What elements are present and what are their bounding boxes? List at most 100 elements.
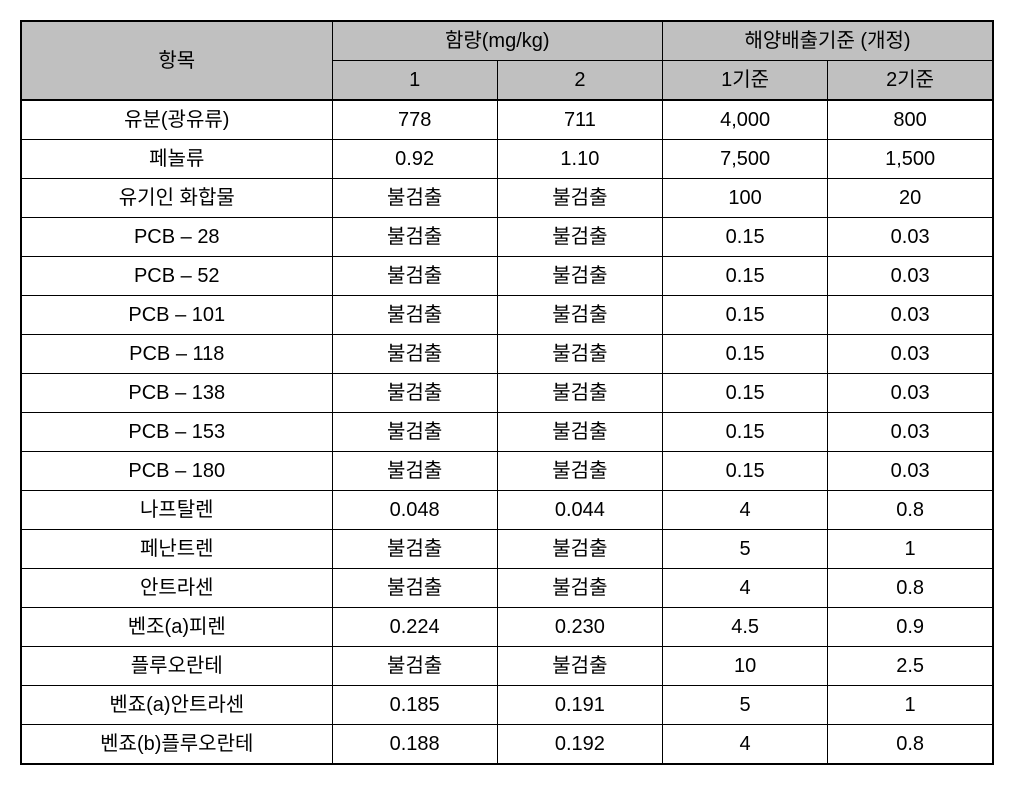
cell-standard-1: 100 <box>663 179 828 218</box>
header-item: 항목 <box>21 21 332 100</box>
table-row: 페놀류0.921.107,5001,500 <box>21 140 993 179</box>
cell-item: PCB – 180 <box>21 452 332 491</box>
cell-standard-2: 0.03 <box>828 335 993 374</box>
cell-item: 안트라센 <box>21 569 332 608</box>
table-row: 나프탈렌0.0480.04440.8 <box>21 491 993 530</box>
table-row: PCB – 118불검출불검출0.150.03 <box>21 335 993 374</box>
cell-standard-2: 0.03 <box>828 257 993 296</box>
table-header: 항목 함량(mg/kg) 해양배출기준 (개정) 1 2 1기준 2기준 <box>21 21 993 100</box>
cell-value-1: 0.92 <box>332 140 497 179</box>
cell-value-1: 불검출 <box>332 335 497 374</box>
cell-value-2: 불검출 <box>497 452 662 491</box>
cell-item: PCB – 153 <box>21 413 332 452</box>
table-row: 벤죠(b)플루오란테0.1880.19240.8 <box>21 725 993 765</box>
header-standard: 해양배출기준 (개정) <box>663 21 994 61</box>
data-table-container: 항목 함량(mg/kg) 해양배출기준 (개정) 1 2 1기준 2기준 유분(… <box>20 20 994 765</box>
table-row: 벤조(a)피렌0.2240.2304.50.9 <box>21 608 993 647</box>
cell-standard-1: 4,000 <box>663 100 828 140</box>
cell-value-1: 불검출 <box>332 257 497 296</box>
cell-standard-2: 0.8 <box>828 725 993 765</box>
cell-standard-1: 4 <box>663 491 828 530</box>
table-row: PCB – 180불검출불검출0.150.03 <box>21 452 993 491</box>
cell-item: 벤조(a)피렌 <box>21 608 332 647</box>
table-row: 안트라센불검출불검출40.8 <box>21 569 993 608</box>
cell-value-1: 불검출 <box>332 296 497 335</box>
table-row: PCB – 101불검출불검출0.150.03 <box>21 296 993 335</box>
table-row: 벤죠(a)안트라센0.1850.19151 <box>21 686 993 725</box>
cell-standard-1: 0.15 <box>663 374 828 413</box>
cell-standard-2: 0.8 <box>828 569 993 608</box>
cell-value-1: 778 <box>332 100 497 140</box>
cell-standard-1: 0.15 <box>663 335 828 374</box>
cell-value-1: 불검출 <box>332 452 497 491</box>
cell-item: 벤죠(a)안트라센 <box>21 686 332 725</box>
cell-item: 유기인 화합물 <box>21 179 332 218</box>
cell-standard-2: 20 <box>828 179 993 218</box>
header-col1: 1 <box>332 61 497 101</box>
table-row: 유분(광유류)7787114,000800 <box>21 100 993 140</box>
cell-value-2: 불검출 <box>497 179 662 218</box>
cell-item: 유분(광유류) <box>21 100 332 140</box>
cell-item: PCB – 118 <box>21 335 332 374</box>
header-std1: 1기준 <box>663 61 828 101</box>
cell-standard-2: 1 <box>828 530 993 569</box>
cell-item: 벤죠(b)플루오란테 <box>21 725 332 765</box>
cell-value-2: 1.10 <box>497 140 662 179</box>
cell-value-1: 0.185 <box>332 686 497 725</box>
cell-standard-1: 4 <box>663 725 828 765</box>
cell-standard-2: 0.03 <box>828 413 993 452</box>
cell-item: 나프탈렌 <box>21 491 332 530</box>
cell-value-2: 0.191 <box>497 686 662 725</box>
cell-standard-2: 2.5 <box>828 647 993 686</box>
table-row: PCB – 52불검출불검출0.150.03 <box>21 257 993 296</box>
cell-standard-1: 4.5 <box>663 608 828 647</box>
cell-standard-1: 4 <box>663 569 828 608</box>
cell-standard-2: 0.03 <box>828 218 993 257</box>
cell-value-2: 0.044 <box>497 491 662 530</box>
header-col2: 2 <box>497 61 662 101</box>
cell-item: 페놀류 <box>21 140 332 179</box>
header-row-1: 항목 함량(mg/kg) 해양배출기준 (개정) <box>21 21 993 61</box>
cell-value-1: 불검출 <box>332 374 497 413</box>
cell-item: 플루오란테 <box>21 647 332 686</box>
cell-standard-1: 5 <box>663 686 828 725</box>
cell-standard-1: 0.15 <box>663 296 828 335</box>
cell-value-2: 불검출 <box>497 569 662 608</box>
cell-value-1: 불검출 <box>332 647 497 686</box>
table-row: 유기인 화합물불검출불검출10020 <box>21 179 993 218</box>
cell-item: PCB – 52 <box>21 257 332 296</box>
cell-value-2: 불검출 <box>497 374 662 413</box>
cell-value-2: 불검출 <box>497 296 662 335</box>
cell-value-1: 불검출 <box>332 413 497 452</box>
cell-value-1: 불검출 <box>332 569 497 608</box>
cell-standard-1: 0.15 <box>663 452 828 491</box>
header-content: 함량(mg/kg) <box>332 21 662 61</box>
cell-value-1: 불검출 <box>332 218 497 257</box>
cell-item: PCB – 101 <box>21 296 332 335</box>
cell-item: PCB – 28 <box>21 218 332 257</box>
cell-standard-2: 1 <box>828 686 993 725</box>
cell-value-1: 0.048 <box>332 491 497 530</box>
cell-standard-2: 1,500 <box>828 140 993 179</box>
data-table: 항목 함량(mg/kg) 해양배출기준 (개정) 1 2 1기준 2기준 유분(… <box>20 20 994 765</box>
cell-value-2: 0.192 <box>497 725 662 765</box>
cell-standard-2: 0.03 <box>828 374 993 413</box>
cell-standard-2: 0.03 <box>828 452 993 491</box>
cell-value-1: 0.188 <box>332 725 497 765</box>
table-row: 페난트렌불검출불검출51 <box>21 530 993 569</box>
cell-standard-2: 0.8 <box>828 491 993 530</box>
cell-value-2: 불검출 <box>497 335 662 374</box>
cell-value-2: 711 <box>497 100 662 140</box>
cell-standard-2: 800 <box>828 100 993 140</box>
cell-item: PCB – 138 <box>21 374 332 413</box>
cell-value-2: 불검출 <box>497 413 662 452</box>
header-std2: 2기준 <box>828 61 993 101</box>
cell-value-2: 불검출 <box>497 257 662 296</box>
table-row: PCB – 28불검출불검출0.150.03 <box>21 218 993 257</box>
cell-standard-1: 0.15 <box>663 413 828 452</box>
cell-standard-2: 0.9 <box>828 608 993 647</box>
cell-standard-1: 0.15 <box>663 218 828 257</box>
cell-standard-1: 7,500 <box>663 140 828 179</box>
cell-value-1: 불검출 <box>332 530 497 569</box>
cell-value-2: 불검출 <box>497 647 662 686</box>
